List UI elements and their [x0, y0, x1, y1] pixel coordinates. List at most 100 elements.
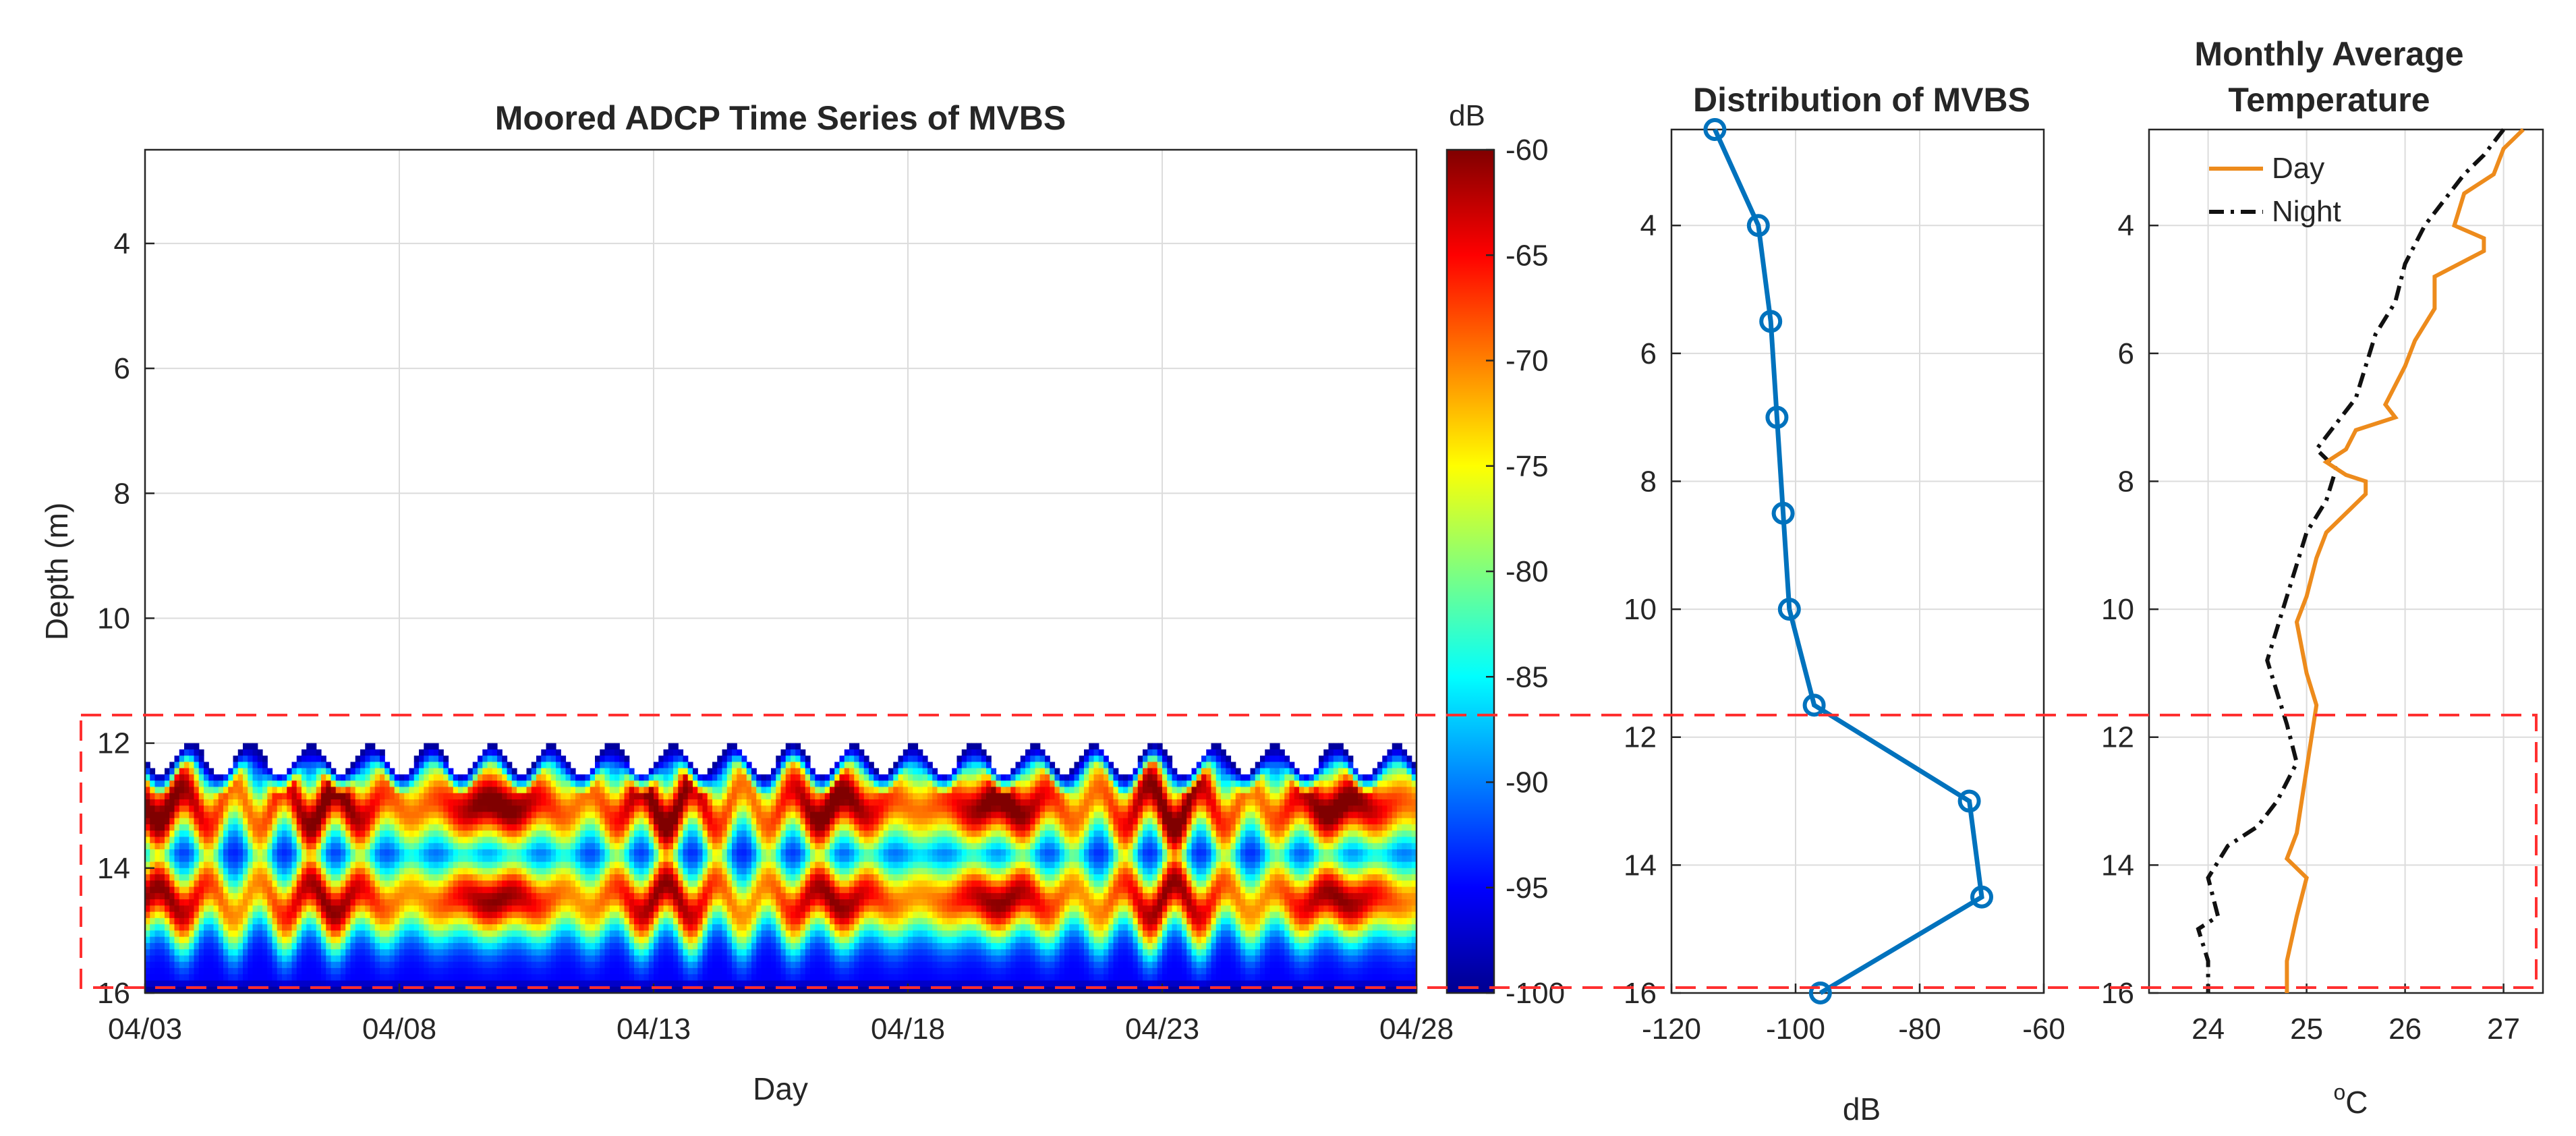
heatmap-cell	[213, 936, 219, 944]
heatmap-cell	[335, 886, 341, 894]
heatmap-cell	[600, 936, 606, 944]
heatmap-cell	[282, 849, 287, 856]
heatmap-cell	[507, 905, 513, 913]
heatmap-cell	[497, 986, 503, 993]
heatmap-cell	[575, 874, 581, 881]
heatmap-cell	[374, 967, 380, 975]
heatmap-cell	[590, 930, 596, 938]
heatmap-cell	[492, 749, 498, 756]
heatmap-cell	[189, 886, 195, 894]
heatmap-cell	[526, 974, 532, 982]
heatmap-cell	[365, 830, 371, 838]
heatmap-cell	[350, 930, 356, 938]
heatmap-cell	[487, 936, 493, 944]
heatmap-cell	[717, 787, 723, 794]
heatmap-cell	[394, 880, 400, 888]
heatmap-cell	[150, 793, 156, 800]
heatmap-cell	[433, 743, 439, 750]
heatmap-cell	[702, 980, 708, 988]
heatmap-cell	[687, 974, 693, 982]
heatmap-cell	[643, 949, 650, 957]
heatmap-cell	[604, 818, 610, 825]
heatmap-cell	[776, 824, 782, 831]
heatmap-cell	[673, 812, 679, 819]
heatmap-cell	[243, 743, 248, 750]
heatmap-cell	[741, 818, 747, 825]
heatmap-cell	[453, 774, 459, 781]
heatmap-cell	[443, 836, 449, 844]
heatmap-cell	[497, 787, 503, 794]
heatmap-cell	[741, 812, 747, 819]
heatmap-cell	[306, 768, 312, 775]
heatmap-cell	[643, 805, 650, 813]
heatmap-cell	[521, 936, 527, 944]
heatmap-cell	[654, 843, 659, 850]
heatmap-cell	[497, 949, 503, 957]
heatmap-cell	[497, 774, 503, 781]
heatmap-cell	[780, 843, 786, 850]
heatmap-cell	[252, 843, 258, 850]
heatmap-cell	[291, 899, 297, 906]
heatmap-cell	[761, 824, 767, 831]
heatmap-cell	[169, 936, 175, 944]
heatmap-cell	[502, 905, 508, 913]
heatmap-cell	[502, 787, 508, 794]
heatmap-cell	[321, 924, 326, 932]
heatmap-cell	[150, 986, 156, 993]
heatmap-cell	[277, 930, 283, 938]
heatmap-cell	[507, 818, 513, 825]
heatmap-cell	[648, 799, 654, 806]
heatmap-cell	[487, 905, 493, 913]
heatmap-cell	[643, 911, 650, 919]
heatmap-cell	[272, 892, 278, 900]
heatmap-cell	[780, 805, 786, 813]
heatmap-cell	[697, 855, 704, 863]
heatmap-cell	[302, 892, 307, 900]
heatmap-cell	[428, 830, 434, 838]
heatmap-cell	[428, 768, 434, 775]
heatmap-cell	[746, 793, 752, 800]
heatmap-cell	[262, 874, 268, 881]
heatmap-cell	[419, 930, 424, 938]
heatmap-cell	[732, 762, 737, 769]
heatmap-cell	[169, 949, 175, 957]
heatmap-cell	[438, 843, 444, 850]
heatmap-cell	[311, 880, 317, 888]
heatmap-cell	[693, 830, 698, 838]
heatmap-cell	[316, 793, 322, 800]
heatmap-cell	[467, 774, 474, 781]
heatmap-cell	[316, 774, 322, 781]
heatmap-cell	[194, 849, 200, 856]
heatmap-cell	[526, 942, 532, 950]
heatmap-cell	[419, 917, 424, 925]
heatmap-cell	[502, 942, 508, 950]
heatmap-cell	[776, 874, 782, 881]
heatmap-cell	[365, 818, 371, 825]
heatmap-cell	[604, 986, 610, 993]
heatmap-cell	[712, 836, 718, 844]
heatmap-cell	[683, 924, 689, 932]
heatmap-cell	[712, 974, 718, 982]
heatmap-cell	[306, 749, 312, 756]
heatmap-cell	[590, 849, 596, 856]
heatmap-cell	[204, 899, 209, 906]
heatmap-cell	[756, 892, 762, 900]
heatmap-cell	[472, 911, 478, 919]
heatmap-cell	[609, 743, 615, 750]
heatmap-cell	[526, 949, 532, 957]
heatmap-cell	[673, 899, 679, 906]
heatmap-cell	[575, 949, 581, 957]
heatmap-cell	[726, 949, 733, 957]
heatmap-cell	[780, 812, 786, 819]
heatmap-cell	[165, 911, 170, 919]
heatmap-cell	[546, 818, 552, 825]
heatmap-cell	[561, 942, 567, 950]
heatmap-cell	[350, 868, 356, 875]
heatmap-cell	[585, 899, 591, 906]
heatmap-cell	[609, 756, 615, 763]
heatmap-cell	[702, 868, 708, 875]
heatmap-cell	[213, 949, 219, 957]
heatmap-cell	[771, 812, 776, 819]
heatmap-cell	[326, 980, 332, 988]
heatmap-cell	[413, 874, 420, 881]
